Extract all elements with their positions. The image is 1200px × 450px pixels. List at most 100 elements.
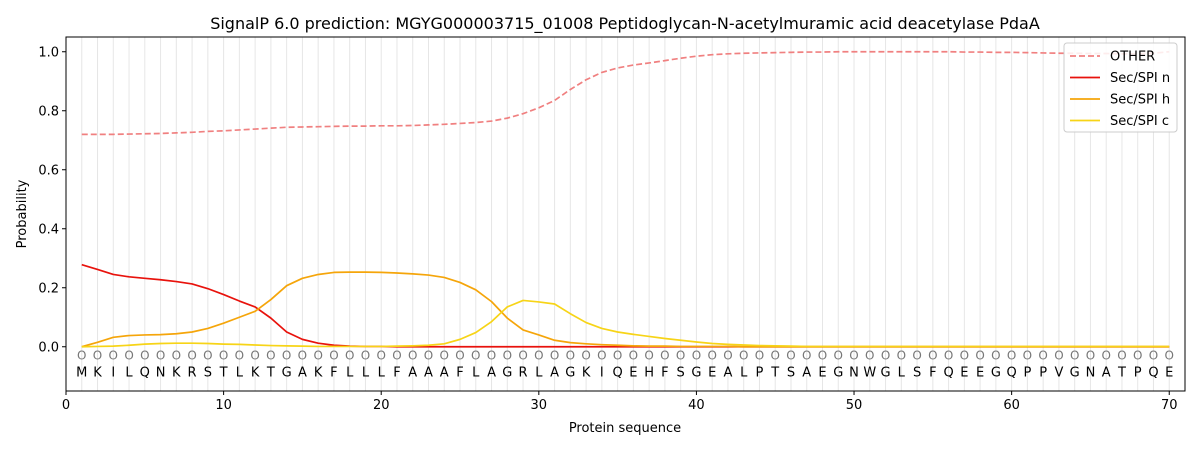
residue-marker: O bbox=[345, 349, 354, 363]
y-tick-label: 0.0 bbox=[38, 340, 59, 355]
residue-marker: O bbox=[93, 349, 102, 363]
residue-letter: L bbox=[346, 365, 354, 380]
residue-letter: L bbox=[898, 365, 906, 380]
y-tick-label: 0.6 bbox=[38, 163, 59, 178]
residue-marker: O bbox=[156, 349, 165, 363]
residue-letter: K bbox=[93, 365, 102, 380]
y-tick-label: 0.8 bbox=[38, 104, 59, 119]
residue-letter: K bbox=[251, 365, 260, 380]
residue-marker: O bbox=[739, 349, 748, 363]
residue-letter: F bbox=[929, 365, 936, 380]
y-axis-ticks: 0.0 0.2 0.4 0.6 0.8 1.0 bbox=[38, 45, 66, 355]
residue-letter: L bbox=[362, 365, 370, 380]
residue-marker: O bbox=[707, 349, 716, 363]
residue-marker: O bbox=[471, 349, 480, 363]
residue-marker: O bbox=[802, 349, 811, 363]
residue-marker: O bbox=[912, 349, 921, 363]
residue-letter: L bbox=[378, 365, 386, 380]
x-axis-label: Protein sequence bbox=[569, 421, 681, 436]
residue-letter: F bbox=[393, 365, 400, 380]
chart-title: SignalP 6.0 prediction: MGYG000003715_01… bbox=[210, 14, 1040, 34]
residue-marker: O bbox=[818, 349, 827, 363]
residue-marker: O bbox=[834, 349, 843, 363]
residue-letter: G bbox=[833, 365, 843, 380]
residue-marker: O bbox=[361, 349, 370, 363]
residue-marker: O bbox=[424, 349, 433, 363]
x-tick-label: 60 bbox=[1003, 398, 1020, 413]
residue-marker: O bbox=[376, 349, 385, 363]
residue-letter: K bbox=[314, 365, 323, 380]
residue-marker: O bbox=[597, 349, 606, 363]
residue-marker: O bbox=[1165, 349, 1174, 363]
residue-letter: E bbox=[1165, 365, 1173, 380]
y-tick-label: 0.2 bbox=[38, 281, 59, 296]
series-line-1 bbox=[81, 263, 1170, 348]
residue-marker: O bbox=[897, 349, 906, 363]
residue-marker: O bbox=[124, 349, 133, 363]
residue-letter: G bbox=[565, 365, 575, 380]
residue-marker: O bbox=[1149, 349, 1158, 363]
residue-letter: E bbox=[960, 365, 968, 380]
residue-marker: O bbox=[723, 349, 732, 363]
residue-marker: O bbox=[613, 349, 622, 363]
residue-letter: A bbox=[440, 365, 449, 380]
residue-letter: E bbox=[818, 365, 826, 380]
residue-marker: O bbox=[282, 349, 291, 363]
residue-marker: O bbox=[991, 349, 1000, 363]
residue-letter: A bbox=[802, 365, 811, 380]
x-tick-label: 20 bbox=[373, 398, 390, 413]
residue-letter: R bbox=[519, 365, 528, 380]
residue-letter: Q bbox=[1148, 365, 1158, 380]
y-tick-label: 1.0 bbox=[38, 45, 59, 60]
residue-marker: O bbox=[1054, 349, 1063, 363]
residue-marker: O bbox=[518, 349, 527, 363]
residue-marker: O bbox=[219, 349, 228, 363]
legend: OTHER Sec/SPI n Sec/SPI h Sec/SPI c bbox=[1063, 42, 1178, 133]
residue-marker: O bbox=[676, 349, 685, 363]
legend-box bbox=[1063, 42, 1178, 133]
residue-letter: A bbox=[424, 365, 433, 380]
residue-letter: E bbox=[708, 365, 716, 380]
residue-letter: Q bbox=[1007, 365, 1017, 380]
x-tick-label: 50 bbox=[846, 398, 863, 413]
y-tick-label: 0.4 bbox=[38, 222, 59, 237]
residue-marker: O bbox=[313, 349, 322, 363]
residue-letter: P bbox=[1134, 365, 1142, 380]
residue-letter: Q bbox=[140, 365, 150, 380]
series-line-2 bbox=[81, 271, 1170, 348]
series-lines bbox=[81, 50, 1170, 348]
residue-letter: Q bbox=[943, 365, 953, 380]
residue-letter: N bbox=[156, 365, 166, 380]
residue-letter: S bbox=[913, 365, 921, 380]
residue-marker: O bbox=[849, 349, 858, 363]
series-line-0 bbox=[81, 50, 1170, 136]
legend-label: Sec/SPI n bbox=[1110, 71, 1170, 86]
y-axis-label: Probability bbox=[15, 179, 30, 248]
residue-letter: I bbox=[600, 365, 604, 380]
residue-marker: O bbox=[692, 349, 701, 363]
residue-letter: A bbox=[723, 365, 732, 380]
residue-marker: O bbox=[944, 349, 953, 363]
x-tick-label: 0 bbox=[62, 398, 70, 413]
x-tick-label: 70 bbox=[1161, 398, 1178, 413]
residue-letter: F bbox=[661, 365, 668, 380]
residue-marker: O bbox=[881, 349, 890, 363]
residue-marker: O bbox=[392, 349, 401, 363]
residue-letter: K bbox=[172, 365, 181, 380]
x-tick-label: 40 bbox=[688, 398, 705, 413]
residue-marker: O bbox=[487, 349, 496, 363]
residue-letter: V bbox=[1054, 365, 1063, 380]
residue-letter: N bbox=[1086, 365, 1096, 380]
residue-marker: O bbox=[1038, 349, 1047, 363]
residue-marker: O bbox=[770, 349, 779, 363]
residue-marker: O bbox=[235, 349, 244, 363]
residue-letter: L bbox=[472, 365, 480, 380]
residue-letter: P bbox=[1039, 365, 1047, 380]
residue-letter: T bbox=[219, 365, 228, 380]
residue-letter: P bbox=[1023, 365, 1031, 380]
legend-label: Sec/SPI c bbox=[1110, 114, 1169, 129]
residue-letter: G bbox=[881, 365, 891, 380]
sequence-row: OMOKOIOLOQONOKOROSOTOLOKOTOGOAOKOFOLOLOL… bbox=[76, 349, 1174, 381]
residue-letter: S bbox=[677, 365, 685, 380]
residue-marker: O bbox=[440, 349, 449, 363]
